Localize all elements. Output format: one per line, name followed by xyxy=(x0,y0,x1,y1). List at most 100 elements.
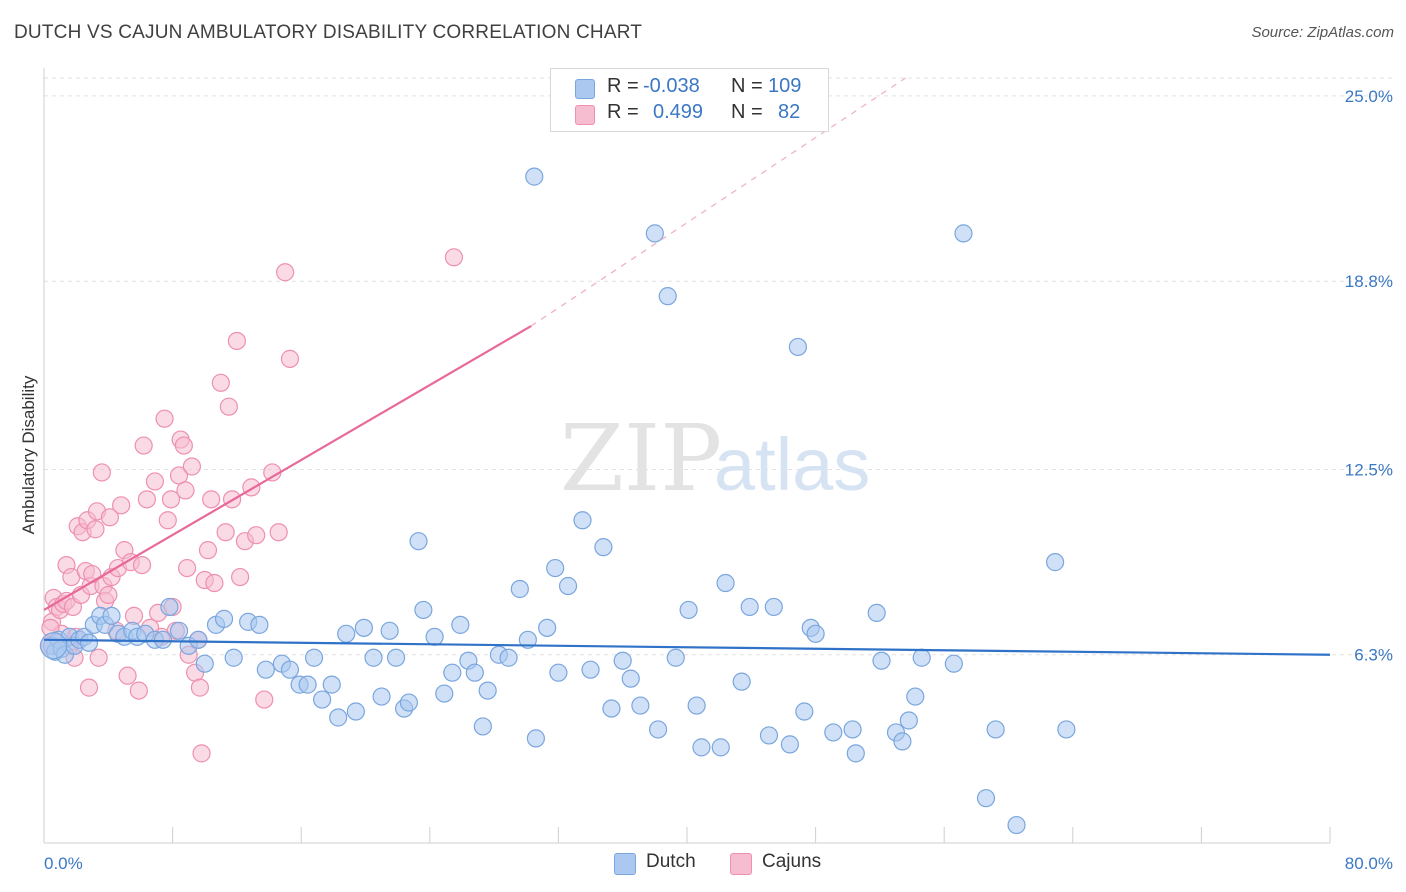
cajun-legend-swatch xyxy=(730,853,752,875)
dutch-point xyxy=(538,618,557,637)
dutch-point xyxy=(1046,553,1065,572)
dutch-legend-swatch xyxy=(614,853,636,875)
cajun-point xyxy=(99,585,118,605)
dutch-points xyxy=(40,167,1076,835)
dutch-point xyxy=(518,630,537,649)
dutch-point xyxy=(549,663,568,682)
cajun-point xyxy=(231,567,250,587)
dutch-legend-label: Dutch xyxy=(646,851,696,872)
dutch-point xyxy=(759,726,779,745)
cajun-point xyxy=(276,263,295,282)
dutch-point xyxy=(692,738,711,757)
cajun-point xyxy=(118,666,137,685)
gridlines xyxy=(44,77,1395,656)
cajun-point xyxy=(161,490,181,509)
dutch-point xyxy=(435,684,454,703)
dutch-point xyxy=(337,624,356,643)
cajun-point xyxy=(86,520,105,539)
dutch-point xyxy=(79,633,99,652)
cajun-point xyxy=(227,331,246,351)
dutch-point xyxy=(214,609,234,628)
dutch-point xyxy=(666,648,685,667)
cajun-point xyxy=(269,523,288,542)
dutch-point xyxy=(716,573,735,593)
cajun-point xyxy=(112,496,131,515)
dutch-point xyxy=(414,600,433,620)
dutch-point xyxy=(169,621,189,640)
dutch-point xyxy=(425,627,444,646)
cajun-point xyxy=(137,490,156,509)
cajun-point xyxy=(89,648,108,667)
trend-lines xyxy=(43,77,1331,656)
dutch-point xyxy=(906,687,925,706)
dutch-point xyxy=(510,579,529,599)
dutch-point xyxy=(631,696,650,715)
dutch-point xyxy=(581,660,600,679)
cajun-point xyxy=(205,573,224,593)
cajun-point xyxy=(211,373,230,392)
dutch-point xyxy=(846,744,865,763)
dutch-point xyxy=(648,720,668,739)
cajun-point xyxy=(145,472,165,491)
dutch-point xyxy=(443,663,462,682)
dutch-point xyxy=(806,624,825,643)
cajun-point xyxy=(79,678,99,697)
dutch-n-value: 109 xyxy=(768,75,802,97)
dutch-trend-line xyxy=(43,638,1331,656)
y-tick-label: 25.0% xyxy=(1345,87,1393,106)
dutch-point xyxy=(788,337,808,357)
cajun-point xyxy=(198,541,218,560)
dutch-point xyxy=(867,603,886,623)
cajun-point xyxy=(190,678,210,697)
dutch-point-cluster xyxy=(40,632,68,660)
cajun-legend-label: Cajuns xyxy=(762,851,822,872)
source-label: Source: ZipAtlas.com xyxy=(1251,24,1394,41)
y-tick-label: 18.8% xyxy=(1345,272,1393,291)
cajun-point xyxy=(444,248,464,267)
dutch-point xyxy=(893,732,912,751)
cajun-point xyxy=(177,558,197,578)
dutch-point xyxy=(346,702,365,721)
x-tick-label: 80.0% xyxy=(1345,854,1393,873)
dutch-point xyxy=(795,702,814,721)
dutch-point xyxy=(322,675,341,694)
dutch-point xyxy=(732,672,751,691)
cajun-point xyxy=(134,436,153,455)
cajun-point xyxy=(216,523,235,542)
dutch-point xyxy=(499,648,518,667)
dutch-point xyxy=(380,621,399,640)
dutch-point xyxy=(195,654,214,673)
dutch-point xyxy=(224,648,243,667)
dutch-point xyxy=(872,651,891,670)
cajun-point xyxy=(255,690,274,709)
dutch-point xyxy=(944,654,963,673)
chart-title: DUTCH VS CAJUN AMBULATORY DISABILITY COR… xyxy=(14,22,643,43)
dutch-point xyxy=(478,681,497,700)
cajun-point xyxy=(132,555,152,575)
dutch-point xyxy=(780,735,799,754)
cajun-n-value: 82 xyxy=(778,101,801,123)
cajun-point xyxy=(129,681,148,700)
dutch-point xyxy=(645,224,664,243)
cajun-point xyxy=(192,744,211,763)
dutch-point xyxy=(658,287,677,306)
cajun-point xyxy=(174,436,193,455)
dutch-point xyxy=(399,693,419,712)
stats-legend: R = -0.038 N = 109 R = 0.499 N = 82 xyxy=(550,68,829,132)
dutch-point xyxy=(954,224,973,243)
cajun-point xyxy=(100,508,120,527)
dutch-point xyxy=(473,717,492,736)
dutch-point xyxy=(912,648,931,667)
cajun-point xyxy=(280,349,300,368)
dutch-point xyxy=(386,648,406,667)
dutch-point xyxy=(298,675,317,694)
dutch-n-label: N = xyxy=(731,75,763,97)
watermark-zip: ZIP xyxy=(560,405,722,512)
dutch-point xyxy=(621,669,640,688)
cajun-point xyxy=(247,526,266,545)
dutch-r-label: R = xyxy=(607,75,639,97)
dutch-point xyxy=(451,615,470,634)
axes xyxy=(43,68,1331,844)
dutch-point xyxy=(160,597,179,617)
dutch-point xyxy=(189,630,208,649)
